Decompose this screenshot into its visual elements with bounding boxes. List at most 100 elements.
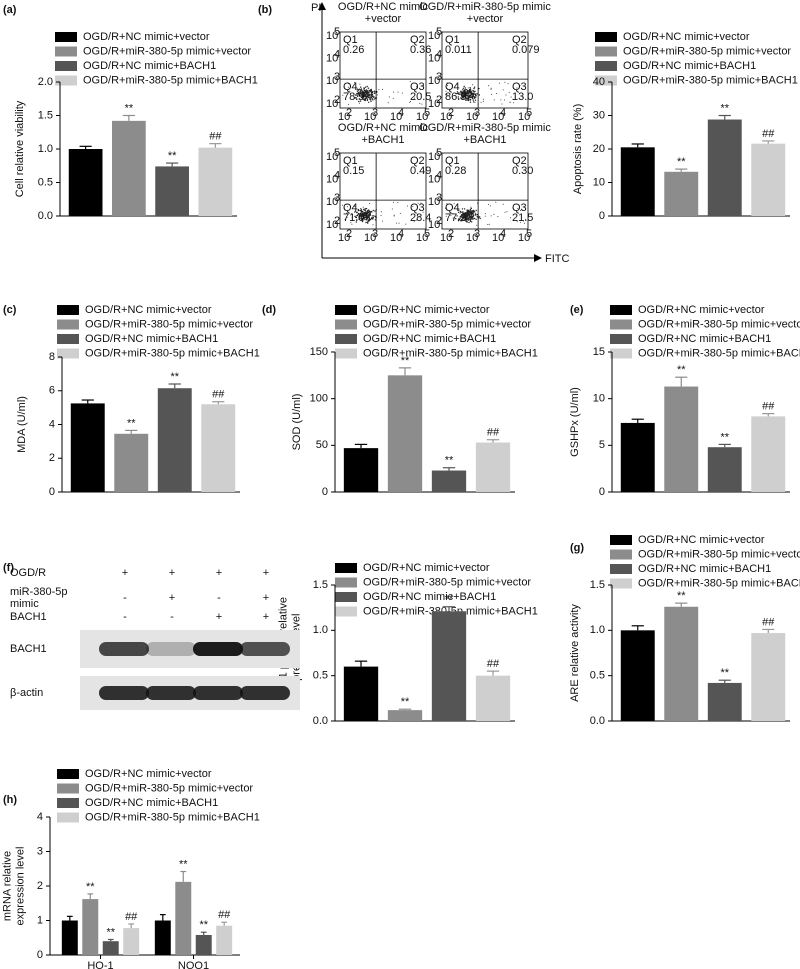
event-dot <box>364 208 366 210</box>
legend-label: OGD/R+miR-380-5p mimic+BACH1 <box>623 74 798 86</box>
legend-label: OGD/R+miR-380-5p mimic+vector <box>363 318 531 330</box>
event-dot <box>356 88 359 90</box>
tick-exponent: 2 <box>346 107 352 119</box>
event-dot <box>467 211 469 213</box>
event-dot <box>472 218 474 220</box>
legend-label: OGD/R+NC mimic+BACH1 <box>85 333 218 345</box>
tick-exponent: 3 <box>436 71 442 83</box>
event-dot <box>354 81 356 83</box>
bar <box>664 606 699 721</box>
event-dot <box>446 82 448 84</box>
event-dot <box>519 85 521 87</box>
legend-swatch <box>595 32 617 42</box>
bar <box>198 147 233 216</box>
tick-exponent: 4 <box>436 49 442 61</box>
event-dot <box>364 98 366 100</box>
condition-mark: + <box>122 567 128 579</box>
event-dot <box>371 215 373 217</box>
tick-exponent: 3 <box>474 107 480 119</box>
event-dot <box>523 220 525 222</box>
event-dot <box>469 101 472 103</box>
event-dot <box>368 94 371 96</box>
legend-swatch <box>57 305 79 315</box>
tick-exponent: 3 <box>334 192 340 204</box>
event-dot <box>356 219 358 221</box>
event-dot <box>504 81 506 83</box>
quadrant-value: 78.9 <box>343 91 364 103</box>
event-dot <box>371 93 374 96</box>
event-dot <box>354 94 357 96</box>
bar <box>68 149 103 216</box>
bar <box>175 881 192 955</box>
event-dot <box>409 101 411 103</box>
quadrant-label: Q4 <box>343 202 358 214</box>
bar <box>431 611 467 721</box>
quadrant-label: Q3 <box>512 202 527 214</box>
event-dot <box>417 87 418 89</box>
event-dot <box>498 82 500 84</box>
event-dot <box>524 222 526 224</box>
quadrant-label: Q2 <box>410 34 425 46</box>
tick-base: 10 <box>338 111 350 123</box>
tick-base: 10 <box>428 53 440 65</box>
event-dot <box>376 94 378 96</box>
event-dot <box>381 220 383 222</box>
event-dot <box>360 215 363 217</box>
event-dot <box>366 99 369 102</box>
event-dot <box>465 89 468 91</box>
event-dot <box>465 218 467 220</box>
event-dot <box>359 88 361 90</box>
condition-mark: + <box>216 567 222 579</box>
event-dot <box>467 219 469 221</box>
event-dot <box>525 218 527 220</box>
legend-label: OGD/R+miR-380-5p mimic+vector <box>85 318 253 330</box>
tick-base: 10 <box>492 232 504 244</box>
plot-frame <box>339 31 427 109</box>
event-dot <box>472 209 474 212</box>
event-dot <box>355 221 357 223</box>
event-dot <box>369 218 371 220</box>
event-dot <box>380 211 382 213</box>
event-dot <box>372 209 374 212</box>
bar <box>70 403 105 492</box>
event-dot <box>410 101 411 102</box>
y-axis-label: MDA (U/ml) <box>16 396 28 453</box>
y-tick-label: 0 <box>599 210 605 222</box>
event-dot <box>370 88 372 91</box>
event-dot <box>470 207 472 210</box>
significance-mark: ** <box>677 364 686 376</box>
y-tick-label: 10 <box>593 393 605 405</box>
tick-base: 10 <box>428 196 440 208</box>
legend-swatch <box>335 606 357 617</box>
event-dot <box>374 98 376 100</box>
event-dot <box>350 222 352 224</box>
y-tick-label: 6 <box>49 385 55 397</box>
event-dot <box>358 98 360 100</box>
event-dot <box>464 96 467 98</box>
event-dot <box>365 89 368 91</box>
event-dot <box>367 87 370 89</box>
panel-label: (e) <box>570 304 584 316</box>
event-dot <box>363 87 365 89</box>
legend-swatch <box>55 32 77 42</box>
event-dot <box>468 92 471 94</box>
event-dot <box>360 209 362 212</box>
tick-exponent: 5 <box>334 26 340 38</box>
tick-exponent: 5 <box>526 107 532 119</box>
legend-swatch <box>610 305 632 315</box>
event-dot <box>476 224 478 226</box>
event-dot <box>368 209 370 211</box>
significance-mark: ** <box>168 150 177 162</box>
event-dot <box>466 214 468 216</box>
tick-exponent: 2 <box>448 228 454 240</box>
event-dot <box>373 96 375 98</box>
y-axis-label: SOD (U/ml) <box>291 394 303 451</box>
y-tick-label: 0 <box>37 949 43 961</box>
event-dot <box>422 211 424 213</box>
y-tick-label: 20 <box>593 143 605 155</box>
legend-label: OGD/R+miR-380-5p mimic+BACH1 <box>638 347 800 359</box>
event-dot <box>488 85 489 87</box>
event-dot <box>456 93 458 95</box>
plot-title: OGD/R+NC mimic <box>338 1 429 13</box>
event-dot <box>363 89 366 92</box>
